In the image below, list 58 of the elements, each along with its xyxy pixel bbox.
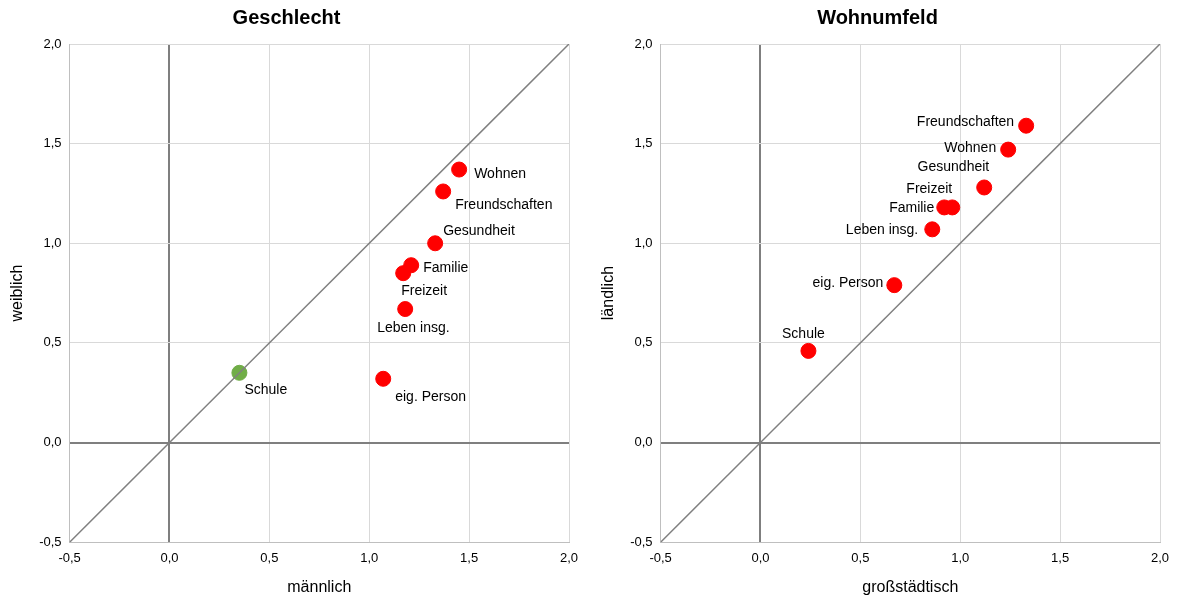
x-axis-title: großstädtisch <box>862 577 959 595</box>
annotation: Leben insg. <box>845 221 919 238</box>
annotation: Gesundheit <box>443 222 515 239</box>
x-tick-label: 0,0 <box>160 549 179 565</box>
x-tick-label: 0,5 <box>260 549 279 565</box>
x-tick-label: 1,0 <box>951 549 970 565</box>
y-axis-title: weiblich <box>8 264 26 323</box>
annotation: Freizeit <box>906 180 953 197</box>
y-tick-label: 1,0 <box>634 234 653 250</box>
y-tick-label: 1,0 <box>43 234 62 250</box>
annotation: Familie <box>889 199 935 216</box>
annotation: Leben insg. <box>377 318 450 335</box>
y-tick-label: 0,0 <box>634 434 653 450</box>
annotation: Freundschaften <box>455 196 553 213</box>
annotation: Freizeit <box>401 282 448 299</box>
annotation: Schule <box>782 324 826 341</box>
chart-title: Wohnumfeld <box>817 5 938 28</box>
point <box>427 235 444 252</box>
point <box>435 183 452 200</box>
x-tick-label: -0,5 <box>58 549 81 565</box>
y-tick-label: 2,0 <box>634 35 653 51</box>
x-tick-label: -0,5 <box>649 549 672 565</box>
annotation: Schule <box>244 380 288 397</box>
point <box>924 221 941 238</box>
y-tick-label: 1,5 <box>634 135 653 151</box>
annotation: Freundschaften <box>916 112 1015 129</box>
y-tick-label: 0,5 <box>634 334 653 350</box>
y-axis-title: ländlich <box>599 265 617 321</box>
y-tick-label: 0,0 <box>43 434 62 450</box>
x-tick-label: 2,0 <box>559 549 579 565</box>
y-tick-label: 2,0 <box>43 35 62 51</box>
x-tick-label: 1,0 <box>360 549 379 565</box>
x-tick-label: 0,0 <box>751 549 770 565</box>
point <box>451 161 468 178</box>
annotation: Familie <box>423 259 469 276</box>
x-tick-label: 2,0 <box>1150 549 1170 565</box>
point <box>395 265 412 282</box>
point <box>800 342 817 359</box>
point <box>886 277 903 294</box>
annotation: Wohnen <box>474 165 527 182</box>
y-tick-label: -0,5 <box>39 533 62 549</box>
point <box>375 370 392 387</box>
x-tick-label: 1,5 <box>460 549 479 565</box>
annotation: eig. Person <box>812 273 884 290</box>
x-tick-label: 0,5 <box>851 549 870 565</box>
point <box>1018 117 1035 134</box>
x-tick-label: 1,5 <box>1051 549 1070 565</box>
annotation: eig. Person <box>395 387 467 404</box>
x-axis-title: männlich <box>287 577 352 595</box>
chart-title: Geschlecht <box>232 5 341 28</box>
annotation: Wohnen <box>944 139 997 156</box>
point <box>397 301 414 318</box>
y-tick-label: -0,5 <box>630 533 653 549</box>
y-tick-label: 1,5 <box>43 135 62 151</box>
point <box>976 179 993 196</box>
annotation: Gesundheit <box>917 158 990 175</box>
y-tick-label: 0,5 <box>43 334 62 350</box>
point <box>1000 141 1017 158</box>
